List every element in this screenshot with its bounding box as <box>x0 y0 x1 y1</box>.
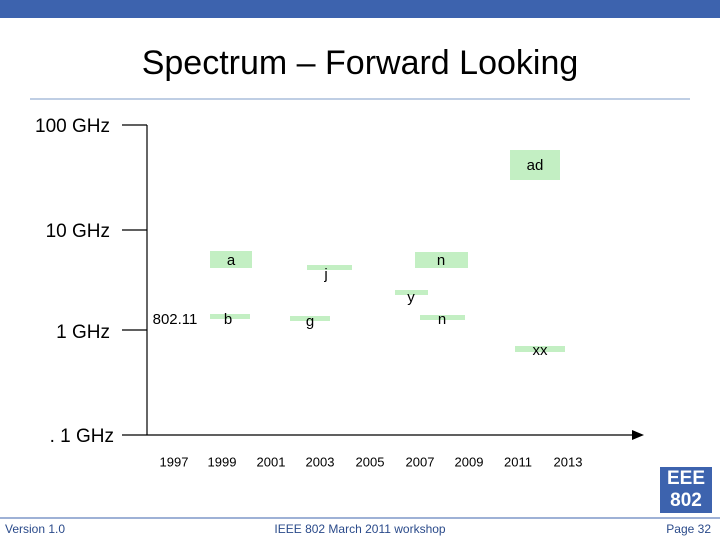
item-label: y <box>407 289 415 306</box>
item-label: j <box>323 266 327 283</box>
item-box <box>420 315 465 320</box>
y-label: 10 GHz <box>46 221 110 242</box>
y-label: 1 GHz <box>56 322 110 343</box>
item-label: ad <box>527 157 544 174</box>
x-label: 1999 <box>208 454 237 469</box>
x-label: 2003 <box>306 454 335 469</box>
item-label: n <box>438 311 446 328</box>
item-box <box>307 265 352 270</box>
top-bar <box>0 0 720 18</box>
x-label: 2011 <box>504 454 532 469</box>
x-label: 2001 <box>257 454 286 469</box>
footer-center: IEEE 802 March 2011 workshop <box>274 522 446 536</box>
item-box <box>210 314 250 319</box>
x-label: 2007 <box>406 454 435 469</box>
logo-text: EEE <box>667 468 705 489</box>
y-label: 100 GHz <box>35 116 110 137</box>
item-box <box>415 252 468 268</box>
x-label: 1997 <box>160 454 189 469</box>
y-label: . 1 GHz <box>50 426 114 447</box>
x-label: 2013 <box>554 454 583 469</box>
footer-right: Page 32 <box>666 522 711 536</box>
item-label: a <box>227 252 236 269</box>
item-label: b <box>224 311 232 328</box>
item-box <box>510 150 560 180</box>
item-box <box>210 251 252 268</box>
x-arrow <box>632 430 644 440</box>
slide-title: Spectrum – Forward Looking <box>142 44 579 82</box>
item-label: n <box>437 252 445 269</box>
item-box <box>515 346 565 352</box>
logo-stripe <box>656 467 660 513</box>
item-label: g <box>306 313 314 330</box>
item-label: xx <box>533 342 549 359</box>
x-label: 2005 <box>356 454 385 469</box>
logo <box>656 467 712 513</box>
axes <box>122 124 636 436</box>
item-label: 802.11 <box>153 311 198 328</box>
x-label: 2009 <box>455 454 484 469</box>
logo-text: 802 <box>670 490 702 511</box>
footer-left: Version 1.0 <box>5 522 65 536</box>
item-box <box>395 290 428 295</box>
item-box <box>290 316 330 321</box>
